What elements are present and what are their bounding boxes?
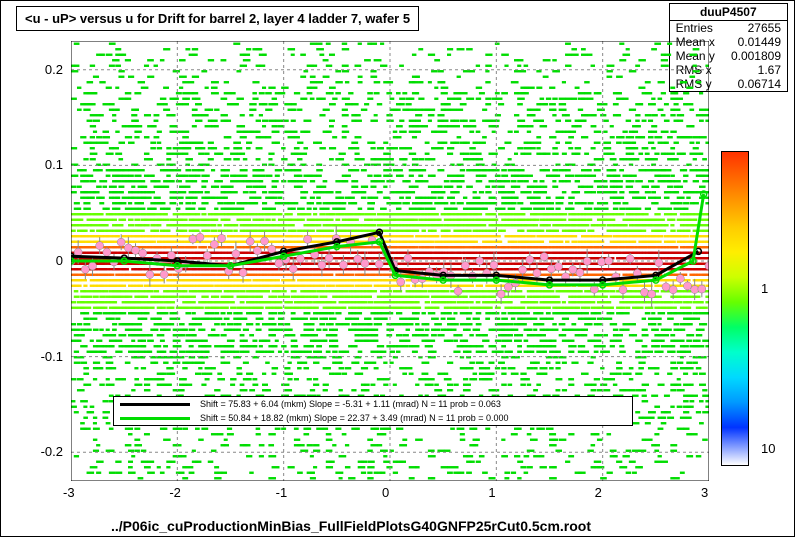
x-tick-label: 0 — [382, 485, 389, 500]
y-tick-label: 0.1 — [45, 157, 63, 172]
colorbar-tick-label: 1 — [761, 281, 768, 296]
x-tick-label: -2 — [169, 485, 181, 500]
chart-title: <u - uP> versus u for Drift for barrel 2… — [16, 6, 419, 31]
legend-row: Shift = 50.84 + 18.82 (mkm) Slope = 22.3… — [114, 411, 632, 425]
x-tick-label: -3 — [63, 485, 75, 500]
x-tick-label: 1 — [488, 485, 495, 500]
x-tick-label: -1 — [276, 485, 288, 500]
colorbar-tick-label: 10 — [761, 441, 775, 456]
legend-row: Shift = 75.83 + 6.04 (mkm) Slope = -5.31… — [114, 397, 632, 411]
colorbar — [721, 151, 749, 466]
stats-value: 0.06714 — [738, 77, 781, 91]
stats-title: duuP4507 — [670, 4, 787, 21]
y-tick-label: -0.1 — [41, 349, 63, 364]
x-tick-label: 2 — [595, 485, 602, 500]
x-tick-label: 3 — [701, 485, 708, 500]
y-tick-label: 0.2 — [45, 62, 63, 77]
legend-swatch — [120, 417, 190, 420]
fit-legend: Shift = 75.83 + 6.04 (mkm) Slope = -5.31… — [113, 396, 633, 426]
legend-text: Shift = 75.83 + 6.04 (mkm) Slope = -5.31… — [200, 399, 501, 409]
stats-row: Entries 27655 — [670, 21, 787, 35]
stats-value: 0.001809 — [731, 49, 781, 63]
stats-label: Entries — [676, 21, 713, 35]
stats-value: 0.01449 — [738, 35, 781, 49]
y-tick-label: -0.2 — [41, 444, 63, 459]
legend-text: Shift = 50.84 + 18.82 (mkm) Slope = 22.3… — [200, 413, 509, 423]
y-tick-label: 0 — [56, 253, 63, 268]
chart-container: <u - uP> versus u for Drift for barrel 2… — [0, 0, 795, 537]
stats-value: 1.67 — [758, 63, 781, 77]
stats-value: 27655 — [748, 21, 781, 35]
legend-swatch — [120, 403, 190, 406]
footer-filename: ../P06ic_cuProductionMinBias_FullFieldPl… — [111, 518, 591, 534]
